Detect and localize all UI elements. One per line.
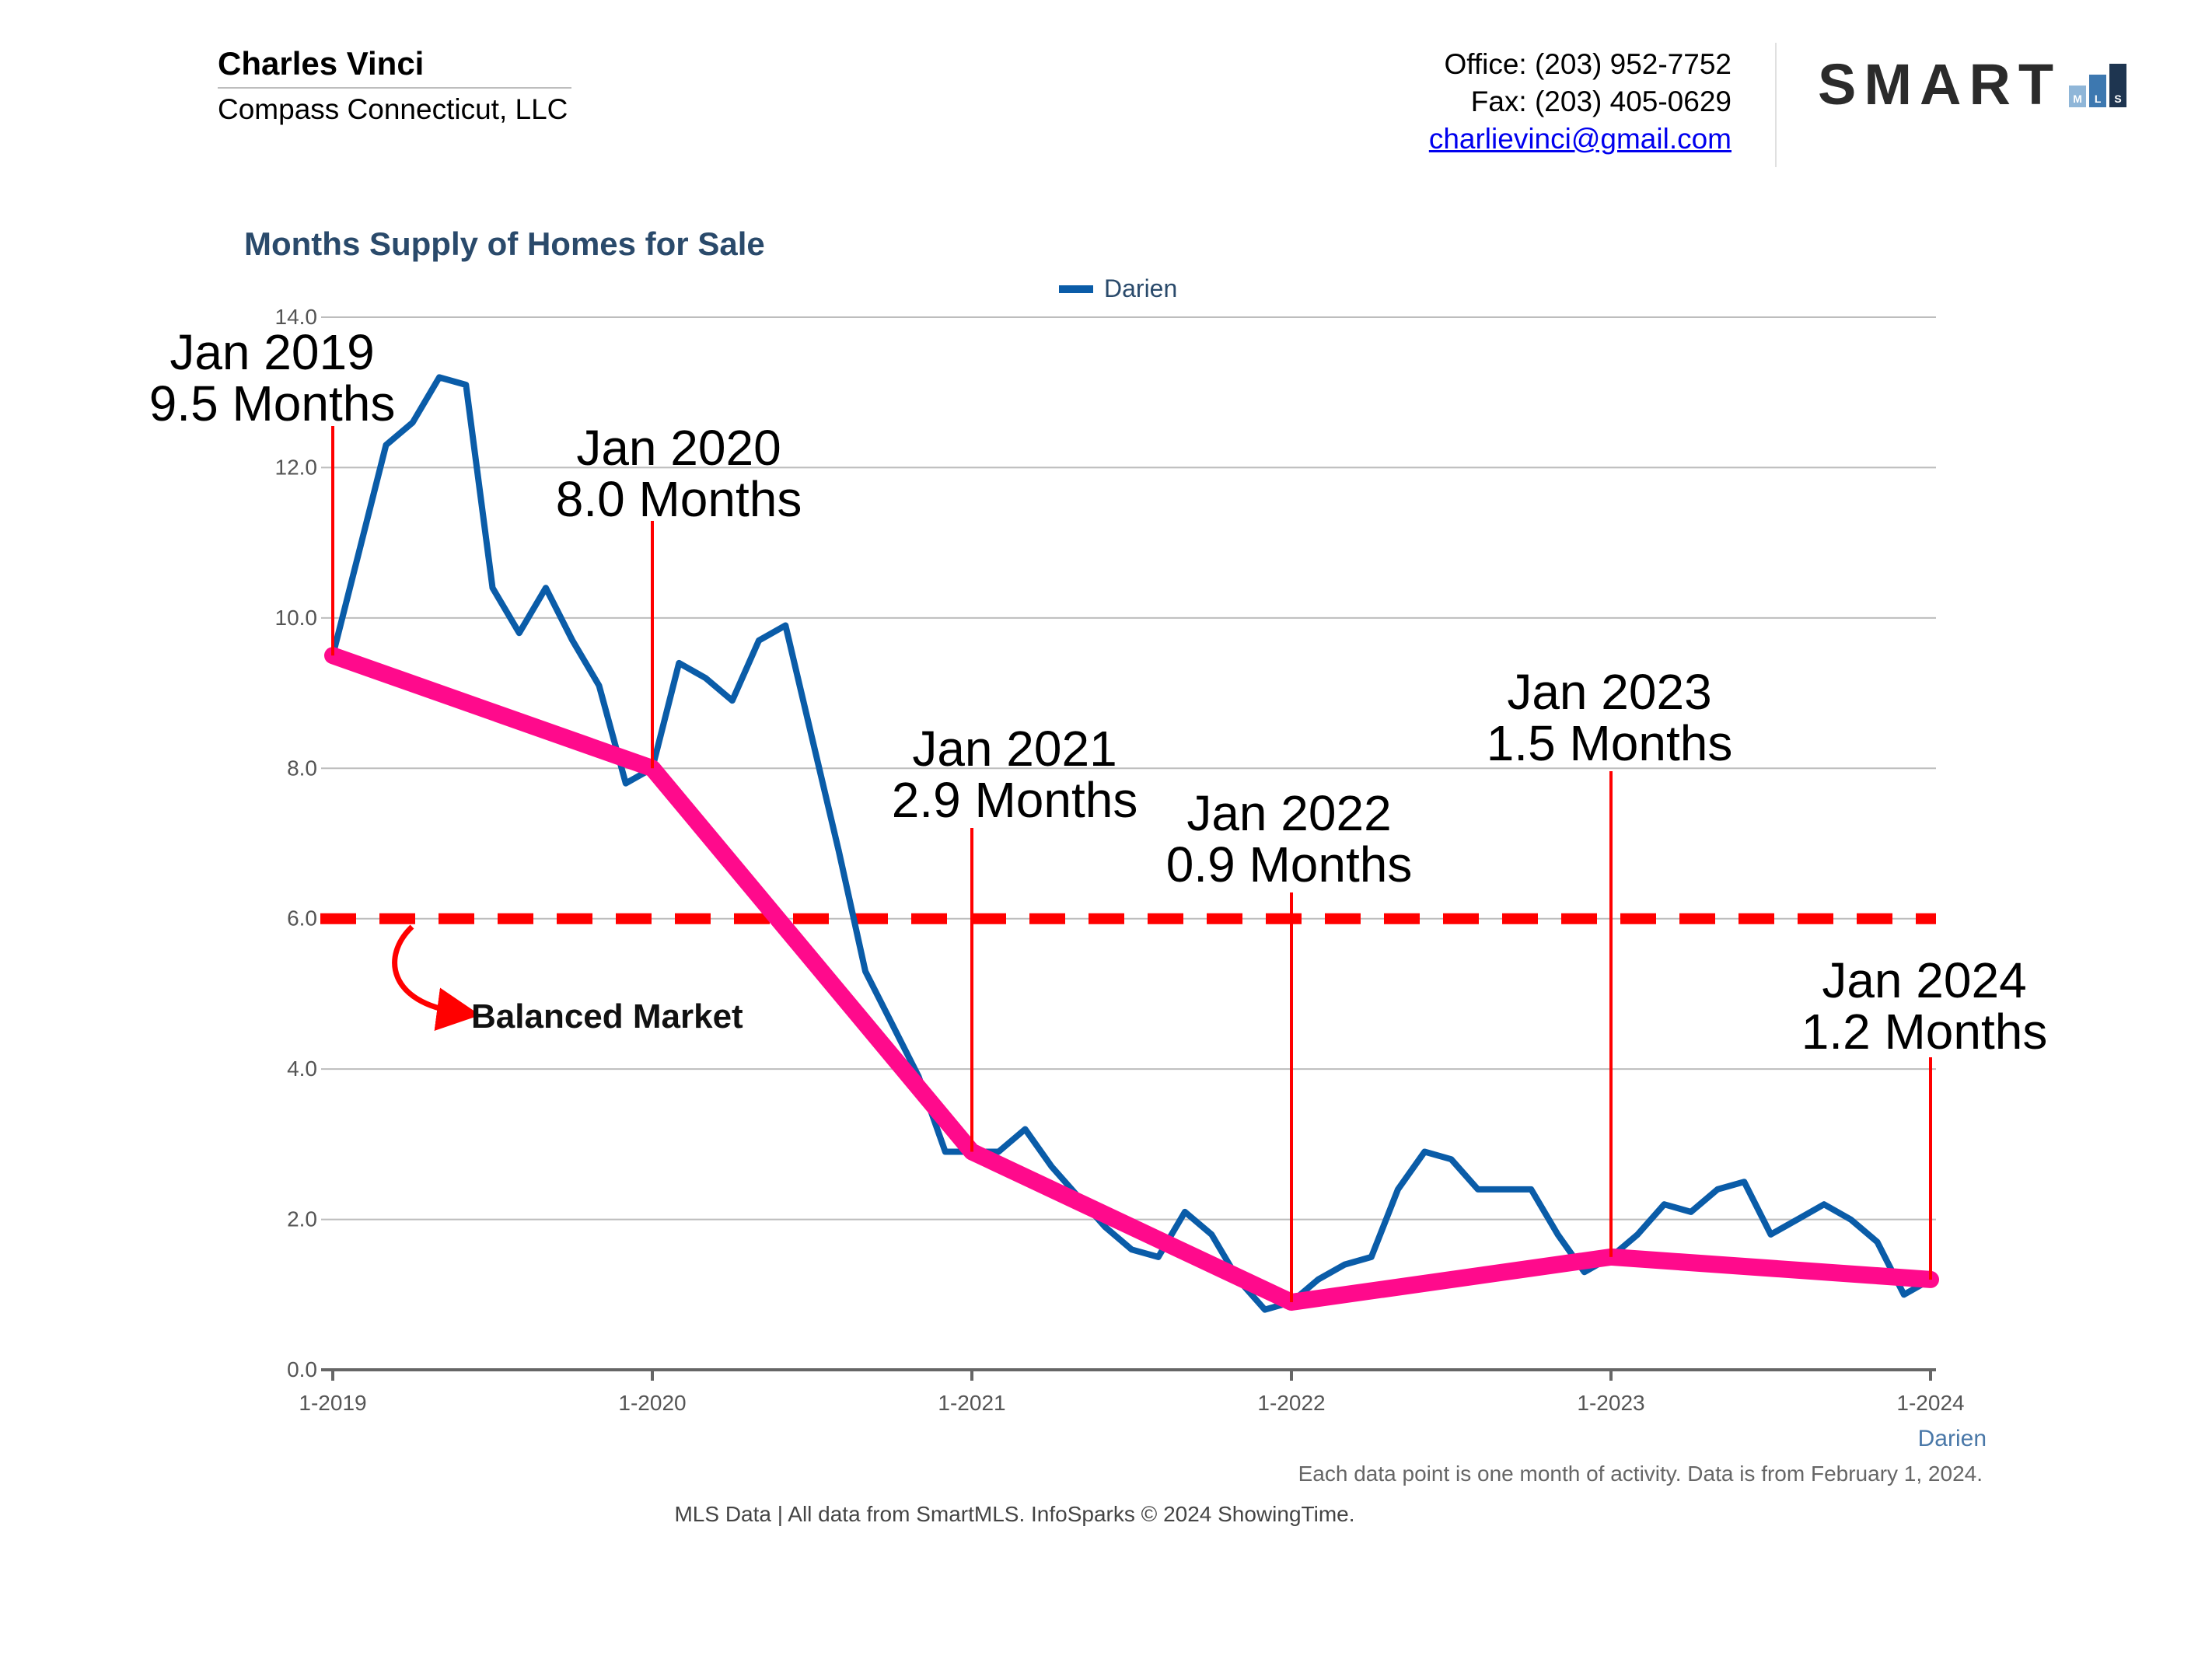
y-tick-label: 14.0 <box>275 305 318 329</box>
x-tick-label: 1-2024 <box>1896 1391 1964 1415</box>
x-tick-label: 1-2023 <box>1577 1391 1644 1415</box>
email-link[interactable]: charlievinci@gmail.com <box>1428 123 1732 155</box>
chart-footnote: Each data point is one month of activity… <box>1298 1462 1983 1486</box>
balanced-market-label: Balanced Market <box>471 997 743 1036</box>
smartmls-logo: SMART M L S <box>1818 51 2127 117</box>
annotation-value: 0.9 Months <box>1166 836 1413 892</box>
y-tick-label: 2.0 <box>287 1207 317 1231</box>
y-tick-label: 4.0 <box>287 1057 317 1081</box>
trend-line <box>324 647 1939 1311</box>
darien-series-line <box>330 374 1934 1313</box>
y-tick-label: 0.0 <box>287 1357 317 1381</box>
fax-number: Fax: (203) 405-0629 <box>1470 86 1732 117</box>
legend-swatch <box>1059 285 1093 293</box>
y-tick-label: 8.0 <box>287 756 317 780</box>
x-axis-label: Darien <box>1918 1426 1987 1451</box>
header-divider <box>218 87 571 89</box>
annotation-value: 2.9 Months <box>892 772 1138 828</box>
logo-bar-s: S <box>2109 64 2127 107</box>
chart-title: Months Supply of Homes for Sale <box>244 225 765 262</box>
agent-name: Charles Vinci <box>218 45 425 82</box>
chart-legend: Darien <box>1059 274 1177 303</box>
agent-company: Compass Connecticut, LLC <box>218 93 568 125</box>
annotation-value: 1.5 Months <box>1487 715 1733 771</box>
x-tick-label: 1-2019 <box>299 1391 366 1415</box>
balanced-market-arrow <box>392 924 480 1032</box>
y-tick-label: 12.0 <box>275 455 318 479</box>
annotation-date: Jan 2021 <box>912 721 1116 777</box>
annotation-date: Jan 2020 <box>576 420 781 476</box>
y-tick-label: 10.0 <box>275 606 318 630</box>
office-phone: Office: (203) 952-7752 <box>1444 48 1732 80</box>
logo-text: SMART <box>1818 51 2062 117</box>
logo-bars: M L S <box>2069 61 2127 107</box>
annotation-date: Jan 2019 <box>169 324 374 380</box>
data-source: MLS Data | All data from SmartMLS. InfoS… <box>674 1502 1355 1526</box>
annotation-date: Jan 2023 <box>1507 664 1711 720</box>
header-vertical-divider <box>1775 43 1777 167</box>
x-tick-label: 1-2020 <box>618 1391 686 1415</box>
logo-bar-m: M <box>2069 86 2087 107</box>
legend-label: Darien <box>1104 274 1178 302</box>
x-tick-label: 1-2021 <box>938 1391 1005 1415</box>
annotation-date: Jan 2022 <box>1186 785 1391 841</box>
x-tick-label: 1-2022 <box>1257 1391 1325 1415</box>
logo-bar-l: L <box>2089 75 2107 107</box>
annotation-date: Jan 2024 <box>1822 952 2026 1008</box>
annotation-value: 8.0 Months <box>556 471 802 527</box>
annotation-value: 1.2 Months <box>1801 1004 2048 1060</box>
y-tick-label: 6.0 <box>287 906 317 931</box>
annotation-value: 9.5 Months <box>149 375 396 431</box>
